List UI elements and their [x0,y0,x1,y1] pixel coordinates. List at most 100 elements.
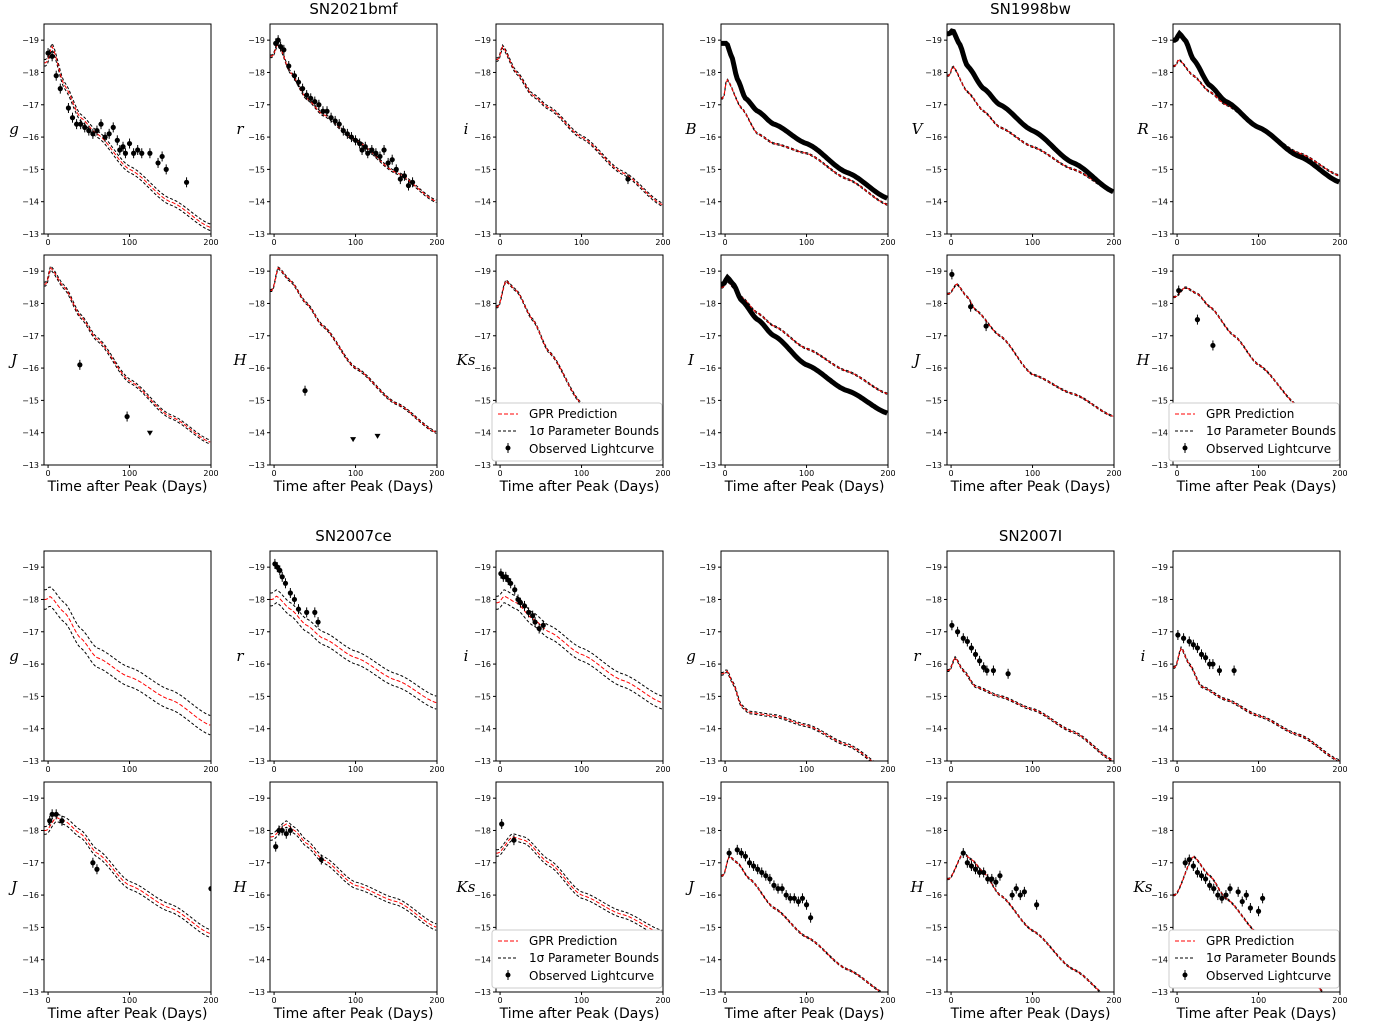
plot-area [1173,29,1340,185]
observed-point [1202,655,1209,661]
y-tick-label: −18 [1151,826,1168,835]
panel-frame [495,23,664,235]
x-tick-label: 200 [880,238,895,247]
observed-point [291,73,298,79]
y-tick-label: −17 [1151,101,1168,110]
y-tick-label: −14 [248,429,265,438]
legend-bounds-label: 1σ Parameter Bounds [1206,424,1336,438]
y-tick-label: −14 [699,725,716,734]
observed-point [362,144,368,150]
x-tick-label: 100 [574,469,589,478]
x-tick-label: 200 [203,765,218,774]
x-axis-label: Time after Peak (Days) [273,1006,434,1022]
band-label: R [1136,120,1148,138]
panel-frame [269,23,438,235]
observed-point [401,173,408,179]
panel-frame [43,23,212,235]
bound-upper-line [721,280,888,394]
y-tick-label: −14 [22,725,39,734]
bound-upper-line [1173,645,1340,761]
y-tick-label: −15 [1151,396,1168,405]
bound-upper-line [721,78,888,205]
bound-upper-line [496,833,663,931]
panel-frame [495,254,664,466]
y-tick-label: −16 [1151,133,1168,142]
observed-point [155,160,161,166]
y-tick-label: −13 [474,230,491,239]
y-tick-label: −19 [1151,267,1168,276]
x-tick-label: 100 [122,765,137,774]
panel-frame [720,23,889,235]
y-tick-label: −15 [925,165,942,174]
bound-upper-line [270,41,437,201]
band-label: H [909,878,924,896]
band-label: J [8,351,18,369]
y-tick-label: −15 [1151,165,1168,174]
x-tick-label: 200 [655,996,670,1005]
gpr-prediction-line [721,855,883,992]
x-tick-label: 0 [1175,238,1180,247]
observed-point [1216,667,1223,674]
observed-point [281,47,287,53]
y-tick-label: −13 [22,461,39,470]
y-tick-label: −15 [925,692,942,701]
observed-point [1182,860,1188,866]
upper-limit-marker [350,437,357,443]
gpr-prediction-line [270,595,437,704]
observed-point [98,121,104,127]
gpr-prediction-line [496,836,663,935]
observed-point [508,580,514,586]
observed-point [295,606,302,612]
y-tick-label: −14 [925,956,942,965]
panel-SN2007ce-i: −19 −18 −17 −16 −15 −14 −13 0 100 200 i [464,550,671,774]
observed-point [989,876,995,882]
observed-point [59,818,65,824]
panel-SN2007I-i: −19 −18 −17 −16 −15 −14 −13 0 100 200 i [1141,550,1348,774]
legend-observed-swatch [1182,445,1188,451]
band-label: i [464,647,469,665]
observed-point [512,587,518,593]
observed-point [159,153,165,160]
observed-point [808,915,814,921]
plot-area [270,35,437,204]
y-tick-label: −19 [699,794,716,803]
y-tick-label: −18 [699,68,716,77]
plot-area [270,266,437,443]
observed-point [746,860,753,866]
y-tick-label: −18 [22,299,39,308]
y-tick-label: −16 [22,364,39,373]
panel-frame [269,254,438,466]
y-tick-label: −19 [925,36,942,45]
y-tick-label: −14 [474,429,491,438]
y-tick-label: −15 [474,692,491,701]
observed-point [960,850,966,856]
x-tick-label: 100 [574,765,589,774]
observed-point [625,176,631,182]
y-tick-label: −17 [22,332,39,341]
panel-SN2007ce-Ks: −19 −18 −17 −16 −15 −14 −13 0 100 200 Ks Time after… [456,781,671,1022]
observed-point [779,886,785,892]
x-tick-label: 100 [348,469,363,478]
observed-point [117,147,123,153]
observed-point [1219,895,1225,901]
x-tick-label: 100 [799,238,814,247]
y-tick-label: −14 [22,198,39,207]
observed-point [795,898,801,905]
bound-upper-line [947,282,1114,417]
y-tick-label: −18 [1151,299,1168,308]
observed-point [282,580,289,586]
observed-point [954,629,961,635]
x-tick-label: 200 [429,469,444,478]
gpr-prediction-line [270,42,437,202]
x-tick-label: 100 [799,765,814,774]
y-tick-label: −15 [474,396,491,405]
bound-lower-line [44,268,211,445]
observed-point [1223,892,1229,898]
x-tick-label: 0 [949,765,954,774]
x-axis-label: Time after Peak (Days) [499,479,660,495]
bound-upper-line [44,586,211,716]
y-tick-label: −17 [1151,859,1168,868]
panel-frame [1172,550,1341,762]
gpr-prediction-line [270,823,437,928]
observed-point [369,147,375,153]
